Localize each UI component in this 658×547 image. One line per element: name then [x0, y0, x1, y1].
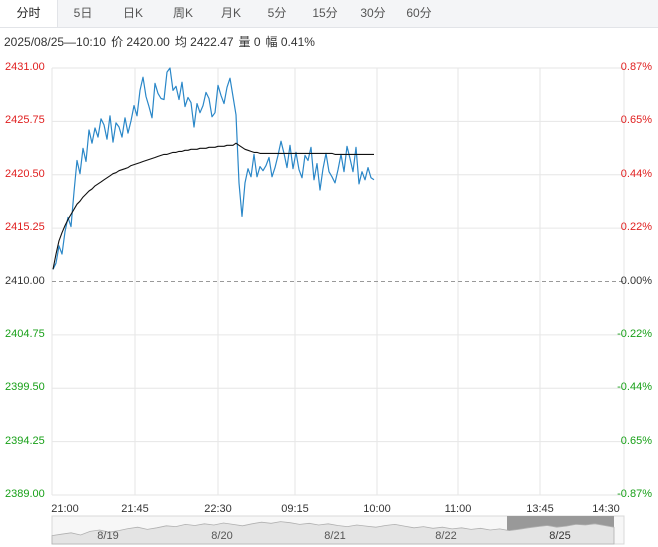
period-tabs: 分时 5日 日K 周K 月K 5分 15分 30分 60分 — [0, 0, 658, 28]
y-left-label-5: 2404.75 — [5, 327, 45, 340]
tab-7[interactable]: 30分 — [360, 6, 386, 20]
y-left-label-6: 2399.50 — [5, 381, 45, 394]
navigator-day-2: 8/21 — [324, 530, 346, 542]
y-left-label-2: 2420.50 — [5, 167, 45, 180]
x-label-0: 21:00 — [51, 503, 79, 515]
x-label-1: 21:45 — [121, 503, 149, 515]
navigator-day-0: 8/19 — [97, 530, 119, 542]
y-right-label-7: 0.65% — [620, 434, 652, 447]
navigator-day-4: 8/25 — [549, 530, 571, 542]
tab-1[interactable]: 5日 — [73, 6, 93, 20]
y-right-label-6: -0.44% — [617, 381, 652, 394]
navigator-area — [51, 521, 615, 545]
y-right-label-1: 0.65% — [620, 114, 652, 127]
navigator-day-3: 8/22 — [435, 530, 457, 542]
info-volume: 量 0 — [238, 35, 261, 49]
price-line — [52, 67, 375, 270]
y-right-label-5: -0.22% — [617, 327, 652, 340]
x-label-5: 11:00 — [444, 503, 472, 515]
tab-8[interactable]: 60分 — [406, 6, 432, 20]
tab-2[interactable]: 日K — [122, 6, 143, 20]
tab-5[interactable]: 5分 — [267, 6, 287, 20]
tab-4[interactable]: 月K — [220, 6, 241, 20]
quote-info-bar: 2025/08/25—10:10 价 2420.00 均 2422.47 量 0 幅 0… — [4, 33, 320, 50]
y-left-label-1: 2425.75 — [5, 114, 45, 127]
tab-3[interactable]: 周K — [172, 6, 193, 20]
x-label-6: 13:45 — [526, 503, 554, 515]
tab-0[interactable]: 分时 — [0, 0, 58, 27]
y-left-label-7: 2394.25 — [5, 434, 45, 447]
y-right-label-8: -0.87% — [617, 488, 652, 500]
info-datetime: 2025/08/25—10:10 — [4, 35, 107, 49]
y-left-label-4: 2410.00 — [5, 274, 45, 287]
y-left-label-0: 2431.00 — [5, 61, 45, 73]
info-price: 价 2420.00 — [111, 35, 170, 49]
x-label-7: 14:30 — [592, 503, 620, 515]
avg-price-line — [52, 142, 374, 270]
y-right-label-2: 0.44% — [620, 167, 652, 180]
y-right-label-4: 0.00% — [620, 274, 652, 287]
y-left-label-8: 2389.00 — [5, 488, 45, 500]
x-label-3: 09:15 — [281, 503, 309, 515]
x-label-4: 10:00 — [363, 503, 391, 515]
navigator-day-1: 8/20 — [211, 530, 233, 542]
y-right-label-3: 0.22% — [620, 221, 652, 234]
x-label-2: 22:30 — [204, 503, 232, 515]
y-right-label-0: 0.87% — [620, 61, 652, 73]
tab-6[interactable]: 15分 — [312, 6, 338, 20]
y-left-label-3: 2415.25 — [5, 221, 45, 234]
info-avg: 均 2422.47 — [174, 35, 234, 49]
info-change: 幅 0.41% — [265, 35, 315, 49]
